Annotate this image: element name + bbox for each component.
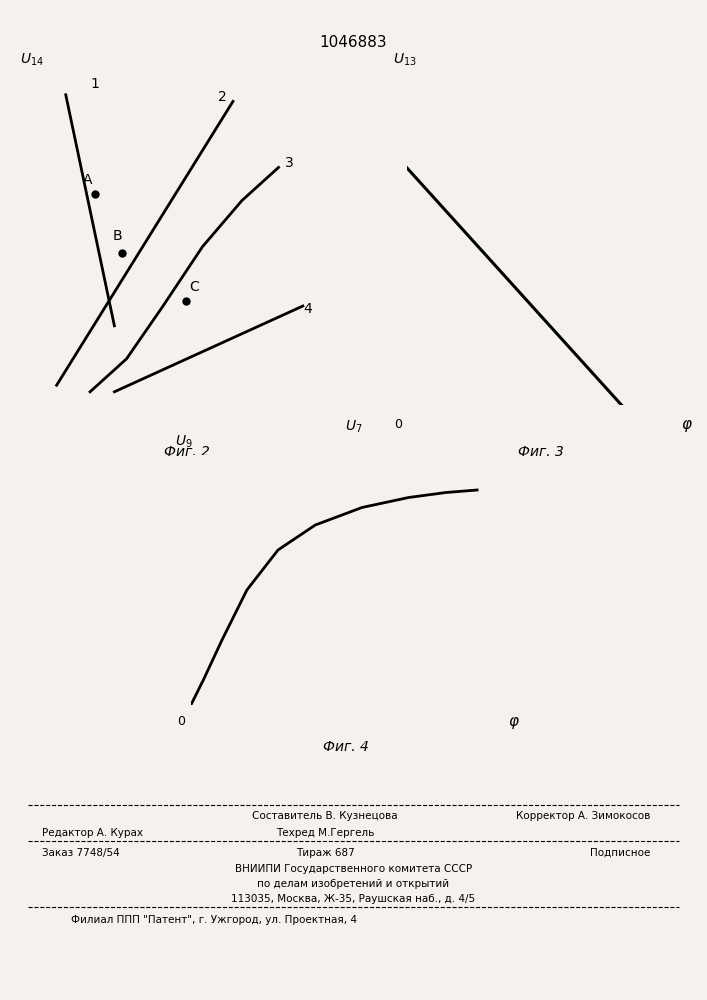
Text: 3: 3 bbox=[285, 156, 293, 170]
Text: B: B bbox=[113, 229, 122, 243]
Text: 2: 2 bbox=[218, 90, 226, 104]
Text: C: C bbox=[189, 280, 199, 294]
Text: Филиал ППП "Патент", г. Ужгород, ул. Проектная, 4: Филиал ППП "Патент", г. Ужгород, ул. Про… bbox=[71, 915, 357, 925]
Text: 1046883: 1046883 bbox=[320, 35, 387, 50]
Text: Подписное: Подписное bbox=[590, 848, 650, 858]
Text: Составитель В. Кузнецова: Составитель В. Кузнецова bbox=[252, 811, 398, 821]
Text: $\varphi$: $\varphi$ bbox=[508, 715, 520, 731]
Text: 0: 0 bbox=[395, 418, 402, 431]
Text: Тираж 687: Тираж 687 bbox=[296, 848, 355, 858]
Text: $U_{13}$: $U_{13}$ bbox=[393, 52, 417, 68]
Text: Редактор А. Курах: Редактор А. Курах bbox=[42, 828, 144, 838]
Text: 1: 1 bbox=[90, 77, 99, 91]
Text: Заказ 7748/54: Заказ 7748/54 bbox=[42, 848, 120, 858]
Text: Фиг. 4: Фиг. 4 bbox=[324, 740, 369, 754]
Text: 113035, Москва, Ж-35, Раушская наб., д. 4/5: 113035, Москва, Ж-35, Раушская наб., д. … bbox=[231, 894, 476, 904]
Text: Корректор А. Зимокосов: Корректор А. Зимокосов bbox=[516, 811, 650, 821]
Text: Фиг. 2: Фиг. 2 bbox=[165, 445, 210, 459]
Text: $U_{14}$: $U_{14}$ bbox=[21, 52, 44, 68]
Text: 4: 4 bbox=[303, 302, 312, 316]
Text: A: A bbox=[83, 173, 92, 187]
Text: ВНИИПИ Государственного комитета СССР: ВНИИПИ Государственного комитета СССР bbox=[235, 864, 472, 874]
Text: Техред М.Гергель: Техред М.Гергель bbox=[276, 828, 375, 838]
Text: $U_9$: $U_9$ bbox=[175, 434, 193, 450]
Text: Фиг. 3: Фиг. 3 bbox=[518, 445, 563, 459]
Text: 0: 0 bbox=[177, 715, 185, 728]
Text: $\varphi$: $\varphi$ bbox=[681, 418, 692, 434]
Text: $U_7$: $U_7$ bbox=[346, 418, 363, 435]
Text: по делам изобретений и открытий: по делам изобретений и открытий bbox=[257, 879, 450, 889]
